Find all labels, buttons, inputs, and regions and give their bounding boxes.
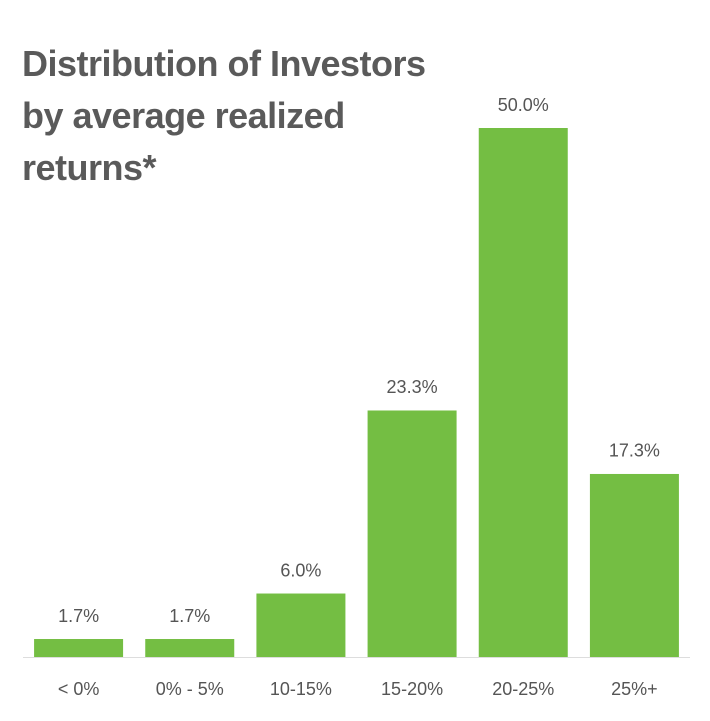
x-tick-label: < 0% (58, 679, 100, 699)
x-tick-label: 0% - 5% (156, 679, 224, 699)
x-tick-label: 25%+ (611, 679, 658, 699)
bar (478, 128, 568, 657)
x-tick-label: 10-15% (270, 679, 332, 699)
value-label: 50.0% (498, 95, 549, 115)
value-label: 1.7% (58, 606, 99, 626)
bar (145, 639, 235, 657)
bar (256, 593, 346, 657)
bar (34, 639, 124, 657)
bar (589, 473, 679, 657)
value-label: 17.3% (609, 441, 660, 461)
value-label: 6.0% (280, 560, 321, 580)
chart-title: Distribution of Investors by average rea… (22, 43, 426, 188)
x-tick-label: 20-25% (492, 679, 554, 699)
x-tick-label: 15-20% (381, 679, 443, 699)
bar (367, 410, 457, 657)
value-label: 23.3% (387, 377, 438, 397)
value-label: 1.7% (169, 606, 210, 626)
